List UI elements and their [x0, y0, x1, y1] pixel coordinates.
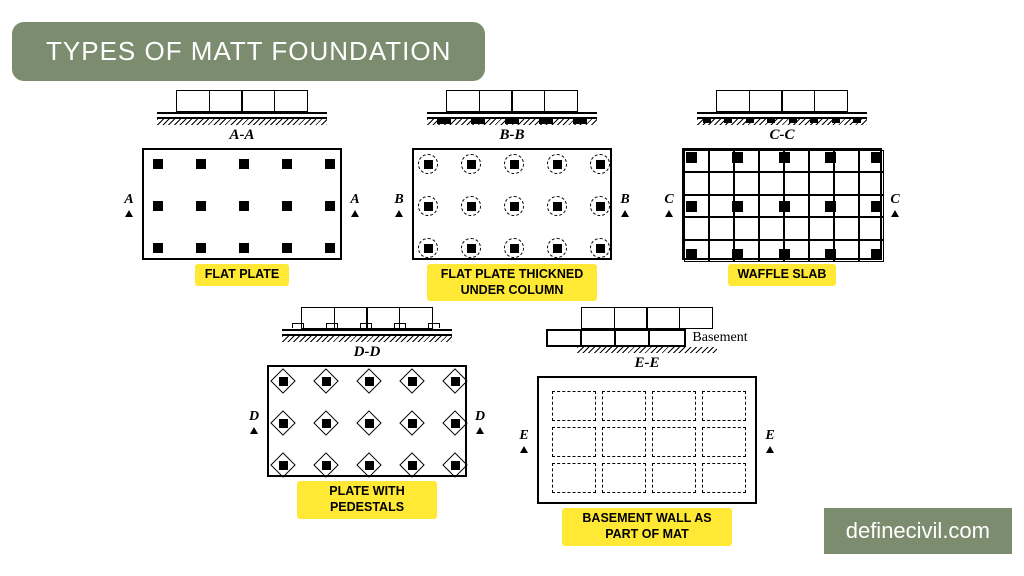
caption: WAFFLE SLAB — [728, 264, 837, 286]
caption: BASEMENT WALL AS PART OF MAT — [562, 508, 732, 545]
section-label: E-E — [634, 355, 659, 372]
type-basement: Basement E-E E E BASEMENT WALL AS PART O… — [515, 307, 779, 545]
cut-marker-right: C — [886, 192, 904, 217]
plan-basement — [537, 376, 757, 504]
plan-waffle — [682, 148, 882, 260]
basement-side-label: Basement — [692, 330, 747, 346]
cut-marker-right: E — [761, 428, 779, 453]
row-top: A-A A A FLAT PLATE B-B B — [0, 90, 1024, 301]
section-dd: D-D — [282, 307, 452, 361]
cut-marker-left: C — [660, 192, 678, 217]
type-waffle: C-C C C WAFFLE SLAB — [660, 90, 904, 301]
section-label: B-B — [499, 127, 524, 144]
type-pedestal: D-D D D PLATE WITH PEDESTALS — [245, 307, 489, 545]
type-thickened: B-B B B FLAT PLATE THICKNED UNDER COLUMN — [390, 90, 634, 301]
plan-thickened — [412, 148, 612, 260]
plan-flat-plate — [142, 148, 342, 260]
cut-marker-left: D — [245, 409, 263, 434]
plan-pedestal — [267, 365, 467, 477]
section-cc: C-C — [697, 90, 867, 144]
row-bottom: D-D D D PLATE WITH PEDESTALS Basement E-… — [0, 307, 1024, 545]
section-label: A-A — [229, 127, 254, 144]
section-ee: Basement E-E — [546, 307, 747, 372]
section-aa: A-A — [157, 90, 327, 144]
caption: FLAT PLATE THICKNED UNDER COLUMN — [427, 264, 597, 301]
cut-marker-right: B — [616, 192, 634, 217]
section-label: C-C — [769, 127, 794, 144]
page-title: TYPES OF MATT FOUNDATION — [12, 22, 485, 81]
caption: FLAT PLATE — [195, 264, 290, 286]
caption: PLATE WITH PEDESTALS — [297, 481, 437, 518]
cut-marker-right: A — [346, 192, 364, 217]
cut-marker-right: D — [471, 409, 489, 434]
cut-marker-left: E — [515, 428, 533, 453]
section-label: D-D — [354, 344, 381, 361]
type-flat-plate: A-A A A FLAT PLATE — [120, 90, 364, 301]
cut-marker-left: A — [120, 192, 138, 217]
diagram-area: A-A A A FLAT PLATE B-B B — [0, 90, 1024, 546]
section-bb: B-B — [427, 90, 597, 144]
cut-marker-left: B — [390, 192, 408, 217]
